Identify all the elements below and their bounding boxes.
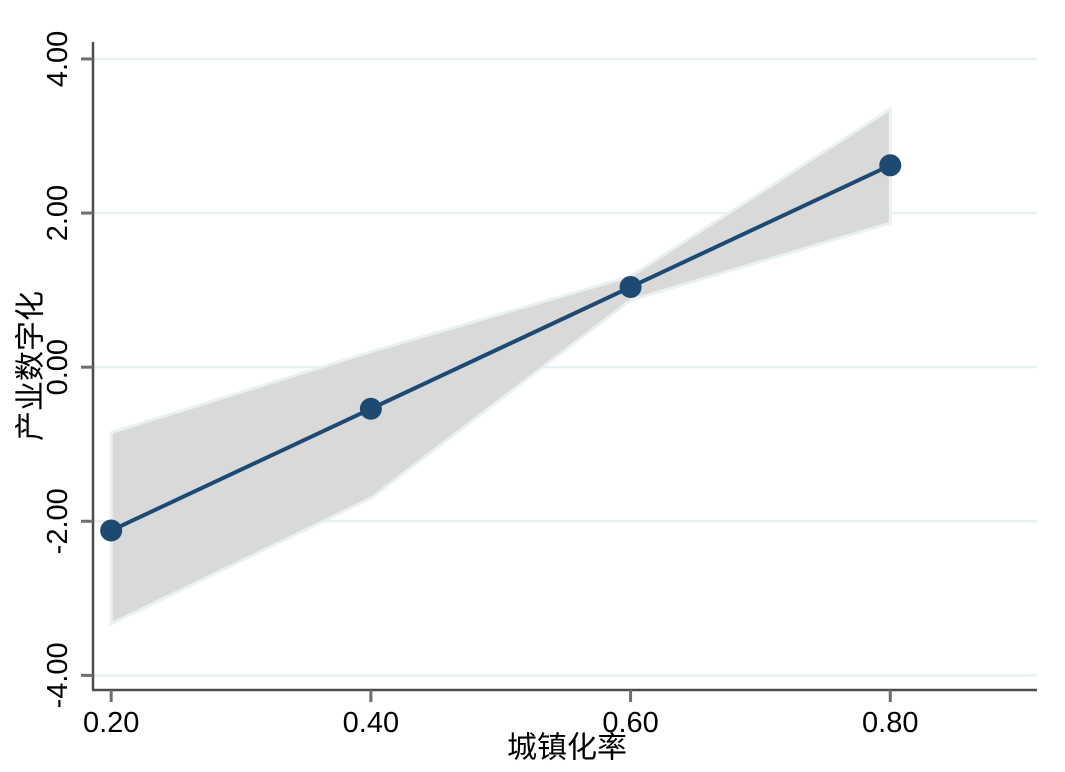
data-point bbox=[100, 519, 123, 542]
gridlines bbox=[93, 57, 1037, 677]
data-point bbox=[619, 276, 642, 299]
y-axis-title: 产业数字化 bbox=[15, 291, 48, 441]
data-point-group bbox=[100, 154, 902, 542]
x-tick-label: 0.80 bbox=[862, 707, 918, 739]
y-tick-label: 0.00 bbox=[42, 339, 74, 395]
x-axis-title: 城镇化率 bbox=[507, 732, 627, 765]
data-point bbox=[359, 397, 382, 420]
y-tick-label: 2.00 bbox=[42, 185, 74, 241]
y-tick-label: -4.00 bbox=[42, 642, 74, 708]
y-tick-label: 4.00 bbox=[42, 31, 74, 87]
data-point bbox=[879, 154, 902, 177]
confidence-band-group bbox=[109, 106, 892, 627]
fit-line bbox=[110, 163, 892, 533]
tick-marks bbox=[81, 57, 892, 702]
fit-line-group bbox=[110, 163, 892, 533]
x-tick-label: 0.60 bbox=[602, 707, 658, 739]
confidence-band bbox=[109, 106, 892, 627]
x-tick-label: 0.40 bbox=[343, 707, 399, 739]
y-tick-label: -2.00 bbox=[42, 488, 74, 554]
tick-labels: -4.00 -2.00 0.00 2.00 4.00 0.20 0.40 0.60 0.80 bbox=[42, 31, 918, 739]
x-tick-label: 0.20 bbox=[83, 707, 139, 739]
